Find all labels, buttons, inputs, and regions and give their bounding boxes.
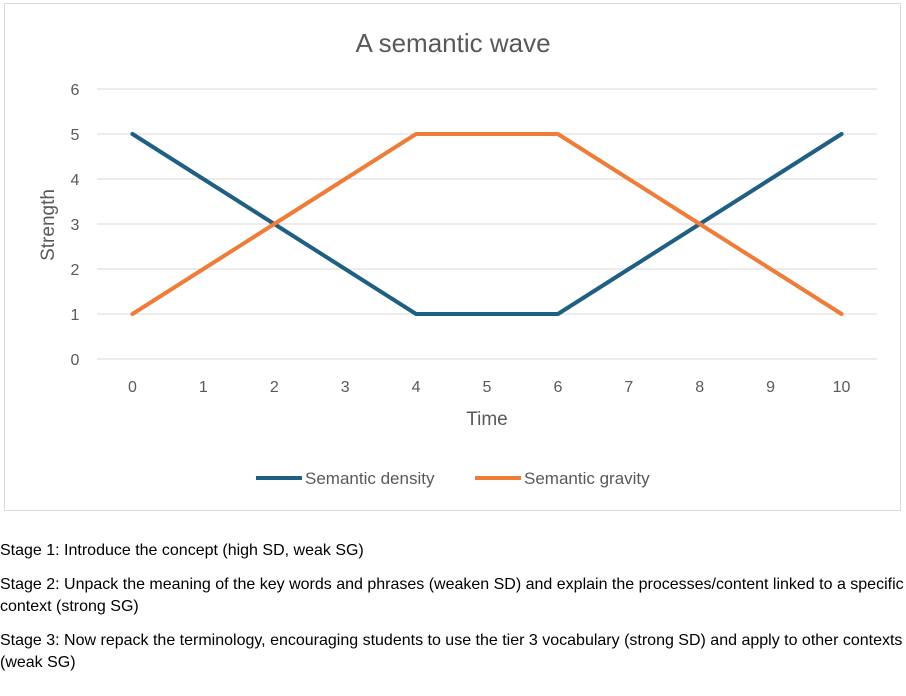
- x-tick-label: 3: [341, 379, 350, 396]
- y-axis-ticks: 0 1 2 3 4 5 6: [71, 82, 80, 369]
- stage-1-note: Stage 1: Introduce the concept (high SD,…: [0, 542, 364, 559]
- y-tick-label: 4: [71, 172, 80, 189]
- chart-title: A semantic wave: [355, 28, 550, 58]
- y-tick-label: 1: [71, 307, 80, 324]
- series-line-semantic-density: [130, 132, 844, 316]
- gridlines: [97, 88, 877, 360]
- x-tick-label: 2: [270, 379, 279, 396]
- x-tick-label: 0: [128, 379, 137, 396]
- x-tick-label: 1: [199, 379, 208, 396]
- x-axis-label: Time: [466, 409, 508, 430]
- y-tick-label: 5: [71, 127, 80, 144]
- x-tick-label: 5: [483, 379, 492, 396]
- chart-container: A semantic wave 0 1 2 3 4 5 6 0 1 2 3 4 5 6 7 8 9 10 Tim…: [4, 3, 901, 511]
- x-tick-label: 8: [695, 379, 704, 396]
- x-tick-label: 7: [624, 379, 633, 396]
- x-tick-label: 9: [766, 379, 775, 396]
- x-tick-label: 10: [833, 379, 851, 396]
- series-lines: [130, 132, 844, 316]
- stage-3-note: Stage 3: Now repack the terminology, enc…: [0, 632, 903, 671]
- legend-label-semantic-gravity: Semantic gravity: [524, 469, 650, 488]
- x-tick-label: 6: [553, 379, 562, 396]
- legend: Semantic density Semantic gravity: [256, 469, 650, 488]
- y-tick-label: 2: [71, 262, 80, 279]
- legend-label-semantic-density: Semantic density: [305, 469, 435, 488]
- stage-2-note: Stage 2: Unpack the meaning of the key w…: [0, 576, 904, 615]
- line-chart: A semantic wave 0 1 2 3 4 5 6 0 1 2 3 4 5 6 7 8 9 10 Tim…: [38, 28, 877, 488]
- y-tick-label: 3: [71, 217, 80, 234]
- y-axis-label: Strength: [38, 189, 59, 261]
- x-axis-ticks: 0 1 2 3 4 5 6 7 8 9 10: [128, 379, 851, 396]
- x-tick-label: 4: [412, 379, 421, 396]
- y-tick-label: 0: [71, 352, 80, 369]
- notes-section: Stage 1: Introduce the concept (high SD,…: [0, 540, 906, 686]
- y-tick-label: 6: [71, 82, 80, 99]
- series-line-semantic-gravity: [130, 132, 844, 316]
